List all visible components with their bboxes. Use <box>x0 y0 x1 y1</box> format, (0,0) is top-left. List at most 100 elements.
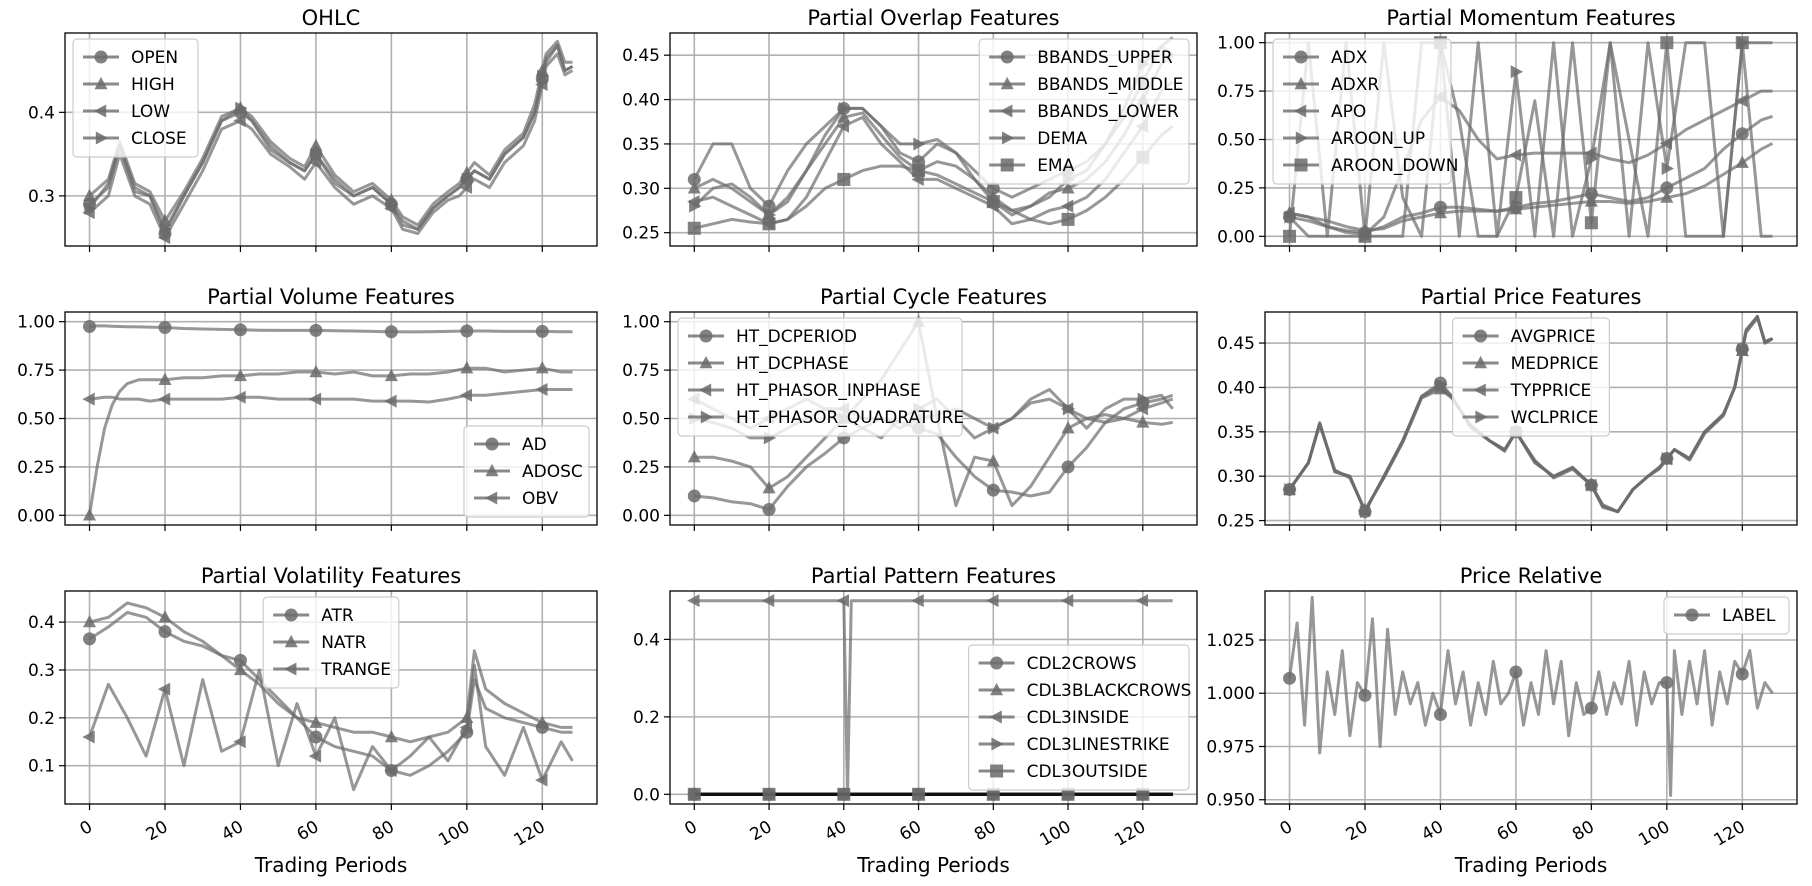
point-bbands_lower <box>1060 199 1074 213</box>
point-ema <box>912 164 926 178</box>
x-tick-label: 20 <box>747 817 776 845</box>
legend-label: CLOSE <box>131 129 187 149</box>
series-line-high <box>88 39 573 227</box>
legend-label: OPEN <box>131 48 178 68</box>
x-tick-label: 100 <box>435 817 473 851</box>
legend-marker <box>698 383 712 397</box>
point-aroon_up <box>1661 162 1674 176</box>
legend-marker <box>700 410 714 424</box>
plot-area <box>687 36 1174 235</box>
point-ht_dcperiod <box>762 503 776 517</box>
subplot-1: 0.3 0.4 OHLC OPEN HIGH LOW CLOSE <box>28 6 598 252</box>
point-cdl3outside <box>1136 787 1150 801</box>
series-line-wclprice <box>1288 314 1774 514</box>
y-tick-label: 1.00 <box>1217 34 1255 54</box>
subplot-6: 0.25 0.30 0.35 0.40 0.45 Partial Price Featur… <box>1217 285 1798 532</box>
point-wclprice <box>1435 378 1448 392</box>
point-ad <box>309 323 323 337</box>
legend-label: AD <box>522 435 547 455</box>
x-axis-label: Trading Periods <box>1454 853 1608 877</box>
axes-frame <box>669 590 1198 805</box>
legend-marker <box>484 491 498 505</box>
legend-marker <box>990 764 1004 778</box>
point-aroon_down <box>1735 36 1749 50</box>
y-tick-label: 1.00 <box>17 313 55 333</box>
series-line-cdl3inside <box>694 599 1173 796</box>
y-tick-label: 0.2 <box>28 709 55 729</box>
legend-marker <box>1294 76 1308 90</box>
legend-marker <box>1000 76 1014 90</box>
legend-label: LOW <box>131 102 170 122</box>
legend-label: ADOSC <box>522 462 583 482</box>
series-line-close <box>88 44 574 231</box>
point-adosc <box>384 368 398 382</box>
plot-area <box>1282 36 1774 243</box>
point-natr <box>535 715 549 728</box>
legend-marker <box>1002 131 1015 145</box>
legend-label: CDL3LINESTRIKE <box>1027 735 1170 755</box>
point-adxr <box>1735 155 1749 168</box>
series-line-label <box>1288 595 1774 797</box>
point-trange <box>308 749 322 763</box>
point-trange <box>459 720 473 734</box>
y-tick-label: 0.25 <box>1217 179 1255 199</box>
point-bbands_upper <box>986 181 1000 195</box>
legend-marker <box>485 437 499 451</box>
point-trange <box>157 682 171 696</box>
legend: ATR NATR TRANGE <box>262 596 400 689</box>
legend: CDL2CROWS CDL3BLACKCROWS CDL3INSIDE CDL3LIN… <box>967 644 1191 791</box>
point-aroon_down <box>1283 229 1297 243</box>
legend-label: BBANDS_MIDDLE <box>1037 75 1183 95</box>
point-cdl3inside <box>1135 594 1149 608</box>
point-cdl3inside <box>911 594 924 608</box>
legend-label: AVGPRICE <box>1511 327 1596 347</box>
legend-marker <box>1000 158 1014 172</box>
point-cdl3inside <box>761 594 775 608</box>
legend-marker <box>284 662 297 676</box>
y-tick-label: 0.25 <box>1217 512 1255 532</box>
subplot-title: Partial Volume Features <box>207 285 455 309</box>
point-obv <box>459 388 473 402</box>
point-label <box>1584 701 1598 715</box>
point-dema <box>913 137 926 151</box>
point-ad <box>233 323 247 337</box>
legend-marker <box>284 634 298 648</box>
point-dema <box>689 199 702 213</box>
y-tick-label: 0.50 <box>17 410 55 430</box>
legend-label: BBANDS_UPPER <box>1037 48 1173 68</box>
point-close <box>235 101 248 115</box>
legend-box <box>262 596 400 689</box>
x-tick-label: 120 <box>1111 817 1149 851</box>
point-adxr <box>1509 202 1523 215</box>
plot-area <box>82 320 573 521</box>
subplot-title: OHLC <box>302 6 361 30</box>
axes-frame <box>1264 590 1798 805</box>
subplot-title: Price Relative <box>1460 564 1603 588</box>
axes-frame <box>64 590 598 805</box>
point-ht_dcphase <box>986 453 1000 467</box>
subplot-title: Partial Cycle Features <box>820 285 1047 309</box>
y-tick-label: 1.000 <box>1206 684 1255 704</box>
y-tick-label: 0.40 <box>622 91 660 111</box>
y-tick-label: 0.2 <box>633 708 660 728</box>
legend-label: HT_DCPERIOD <box>736 327 857 347</box>
legend: ADX ADXR APO AROON_UP AROON_DOWN <box>1272 38 1458 185</box>
point-wclprice <box>1661 451 1674 465</box>
legend-marker <box>1293 104 1307 118</box>
series-line-natr <box>89 601 573 744</box>
y-tick-label: 0.0 <box>633 785 660 805</box>
legend-label: HT_PHASOR_QUADRATURE <box>736 408 964 428</box>
plot-area <box>82 601 574 792</box>
point-close <box>159 222 173 236</box>
legend-marker <box>93 104 107 118</box>
point-ht_phasor_inphase <box>1135 402 1149 416</box>
legend: OPEN HIGH LOW CLOSE <box>72 38 199 158</box>
subplot-3: 0.00 0.25 0.50 0.75 1.00 Partial Momentum Fea… <box>1217 6 1798 252</box>
legend-marker <box>699 329 713 343</box>
legend-label: HIGH <box>131 75 175 95</box>
point-ht_phasor_quadrature <box>1137 392 1150 406</box>
point-bbands_middle <box>1061 181 1075 194</box>
point-close <box>84 201 97 215</box>
legend-label: TRANGE <box>320 660 391 680</box>
legend-label: AROON_UP <box>1331 129 1425 149</box>
